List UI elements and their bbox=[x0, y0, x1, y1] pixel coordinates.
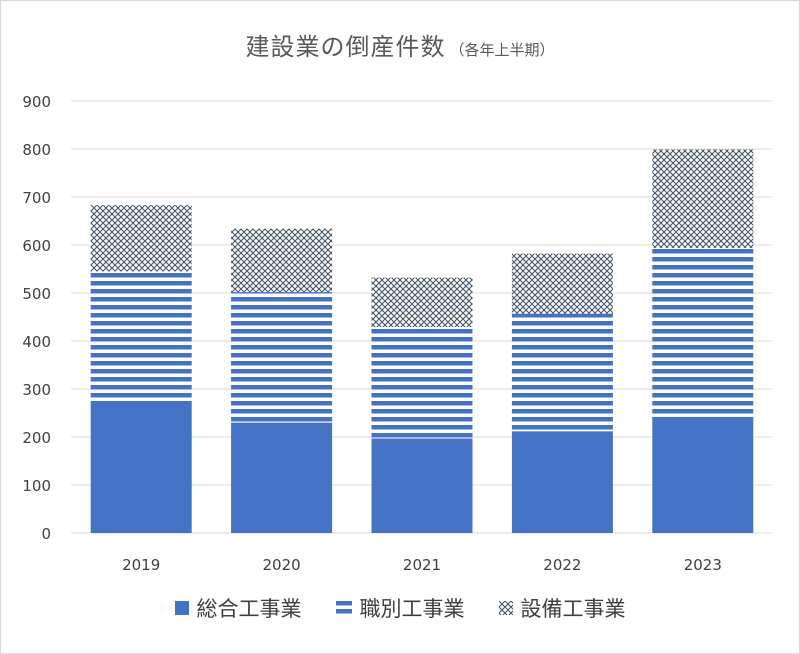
bar-segment bbox=[652, 416, 754, 533]
bar-segment bbox=[231, 422, 333, 533]
bars bbox=[90, 149, 754, 533]
y-tick-label: 500 bbox=[22, 285, 51, 303]
bar-segment bbox=[90, 401, 192, 533]
legend-label: 職別工事業 bbox=[359, 597, 465, 621]
y-tick-label: 0 bbox=[41, 525, 51, 543]
bar-segment bbox=[652, 247, 754, 417]
bar-segment bbox=[371, 327, 473, 439]
y-tick-label: 600 bbox=[22, 237, 51, 255]
y-tick-label: 700 bbox=[22, 189, 51, 207]
legend-item-general-construction: 総合工事業 bbox=[174, 593, 302, 623]
legend-swatch-stripes bbox=[335, 601, 352, 615]
bar-segment bbox=[371, 277, 473, 328]
bar-segment bbox=[511, 253, 613, 314]
bar-segment bbox=[652, 149, 754, 248]
y-tick-label: 100 bbox=[22, 477, 51, 495]
x-tick-label: 2023 bbox=[684, 556, 722, 574]
y-tick-label: 300 bbox=[22, 381, 51, 399]
x-tick-label: 2019 bbox=[122, 556, 160, 574]
bar-chart: 0 100 200 300 400 500 600 700 800 900 2019 2020 202… bbox=[22, 93, 773, 574]
bar-segment bbox=[90, 205, 192, 272]
y-tick-label: 400 bbox=[22, 333, 51, 351]
x-tick-label: 2021 bbox=[403, 556, 441, 574]
chart-title: 建設業の倒産件数 （各年上半期） bbox=[1, 27, 799, 62]
legend-label: 設備工事業 bbox=[520, 597, 626, 621]
bar-segment bbox=[511, 313, 613, 432]
legend-swatch-solid bbox=[174, 601, 189, 615]
chart-subtitle: （各年上半期） bbox=[449, 41, 555, 59]
bar-segment bbox=[231, 228, 333, 293]
x-tick-label: 2020 bbox=[263, 556, 301, 574]
x-axis-tick-labels: 2019 2020 2021 2022 2023 bbox=[122, 556, 722, 574]
legend-label: 総合工事業 bbox=[196, 597, 302, 621]
legend-swatch-crosshatch bbox=[498, 601, 513, 615]
y-tick-label: 800 bbox=[22, 141, 51, 159]
legend-item-equipment-construction: 設備工事業 bbox=[498, 593, 626, 623]
x-tick-label: 2022 bbox=[543, 556, 581, 574]
y-tick-label: 200 bbox=[22, 429, 51, 447]
y-tick-label: 900 bbox=[22, 93, 51, 111]
legend: 総合工事業 職別工事業 設備工事業 bbox=[1, 593, 799, 623]
bar-segment bbox=[231, 292, 333, 423]
y-axis-tick-labels: 0 100 200 300 400 500 600 700 800 900 bbox=[22, 93, 51, 543]
bar-segment bbox=[90, 271, 192, 401]
legend-item-specialty-construction: 職別工事業 bbox=[335, 593, 465, 623]
bar-segment bbox=[371, 438, 473, 533]
bar-segment bbox=[511, 431, 613, 533]
chart-title-main: 建設業の倒産件数 bbox=[245, 33, 446, 61]
